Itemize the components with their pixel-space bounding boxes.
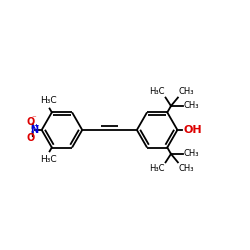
Text: H₃C: H₃C [149, 87, 165, 96]
Text: N: N [30, 125, 38, 135]
Text: OH: OH [183, 125, 202, 135]
Text: CH₃: CH₃ [184, 102, 199, 110]
Text: H₃C: H₃C [40, 96, 57, 105]
Text: H₃C: H₃C [40, 155, 57, 164]
Text: O: O [26, 117, 34, 127]
Text: CH₃: CH₃ [184, 150, 199, 158]
Text: O: O [26, 133, 34, 143]
Text: H₃C: H₃C [149, 164, 165, 173]
Text: CH₃: CH₃ [179, 87, 194, 96]
Text: +: + [33, 123, 38, 128]
Text: ⁻: ⁻ [32, 114, 36, 123]
Text: CH₃: CH₃ [179, 164, 194, 173]
